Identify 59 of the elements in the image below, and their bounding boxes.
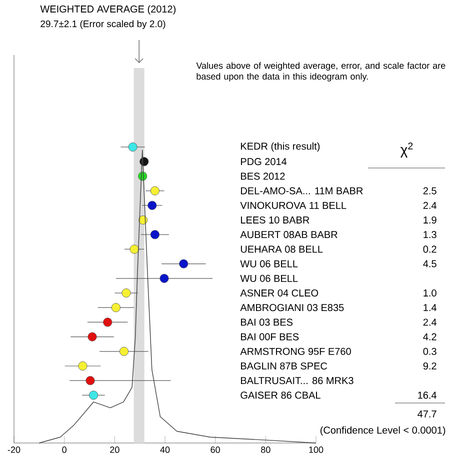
y-tick-label: VINOKUROVA 11 BELL — [240, 202, 346, 209]
point — [128, 142, 138, 152]
category-label: 1.3 — [424, 231, 436, 238]
text: (Confidence Level < 0.0001) — [320, 426, 446, 436]
y-tick-label: WU 06 BELL — [240, 260, 298, 268]
category-label: 0.2 — [423, 246, 436, 253]
y-tick-label: KEDR (this result) — [241, 142, 320, 152]
y-tick-label: LEES 10 BABR — [241, 216, 310, 224]
category-label: 16.4 — [418, 392, 436, 399]
x-tick-label: 60 — [210, 446, 220, 453]
point — [150, 230, 160, 240]
point — [150, 186, 160, 196]
point — [148, 200, 157, 210]
y-tick-label: BAI 03 BES — [241, 318, 293, 326]
y-tick-label: BAGLIN 87B SPEC — [241, 362, 328, 370]
point — [119, 346, 128, 356]
text: Values above of weighted average, error, and scale factor are based upon the data in this ideogram only. — [196, 62, 446, 82]
point — [160, 274, 169, 283]
category-label: 1.9 — [424, 216, 436, 224]
point — [88, 332, 97, 342]
point — [86, 376, 95, 386]
x-tick-label: 0 — [62, 446, 66, 453]
category-label: 9.2 — [423, 362, 436, 370]
y-tick-label: ARMSTRONG 95F E760 — [240, 348, 351, 355]
point — [122, 288, 131, 298]
point — [111, 303, 120, 312]
text: χ$^{2}$ — [400, 142, 413, 158]
category-label: 1.4 — [424, 304, 436, 312]
text: 47.7 — [418, 410, 436, 418]
x-tick-label: 100 — [309, 446, 324, 453]
category-label: 4.2 — [423, 333, 436, 340]
category-label: 2.4 — [423, 318, 436, 326]
y-tick-label: PDG 2014 — [241, 158, 287, 166]
x-tick-label: 40 — [160, 446, 170, 453]
y-tick-label: WU 06 BELL — [240, 274, 298, 282]
point — [89, 390, 98, 400]
y-tick-label: AMBROGIANI 03 E835 — [240, 304, 344, 312]
point — [179, 259, 188, 268]
y-tick-label: BES 2012 — [241, 172, 285, 180]
y-tick-label: BAI 00F BES — [241, 333, 299, 340]
y-tick-label: DEL-AMO-SA... 11M BABR — [241, 187, 363, 194]
x-tick-label: -20 — [8, 446, 20, 453]
category-label: 0.3 — [423, 348, 436, 355]
chart-title: WEIGHTED AVERAGE (2012) — [40, 5, 176, 15]
x-tick-label: 20 — [110, 446, 120, 453]
category-label: 4.5 — [423, 260, 436, 268]
point — [78, 361, 88, 370]
y-tick-label: UEHARA 08 BELL — [240, 246, 323, 253]
y-tick-label: AUBERT 08AB BABR — [240, 231, 338, 238]
chart-subtitle: 29.7±2.1 (Error scaled by 2.0) — [40, 20, 166, 30]
y-tick-label: GAISER 86 CBAL — [240, 392, 320, 399]
point — [103, 318, 112, 327]
category-label: 2.4 — [423, 202, 436, 209]
y-tick-label: ASNER 04 CLEO — [240, 289, 318, 297]
x-tick-label: 80 — [261, 446, 270, 453]
point — [130, 244, 139, 254]
category-label: 1.0 — [424, 289, 436, 297]
category-label: 2.5 — [423, 187, 436, 194]
y-tick-label: BALTRUSAIT... 86 MRK3 — [241, 377, 354, 384]
